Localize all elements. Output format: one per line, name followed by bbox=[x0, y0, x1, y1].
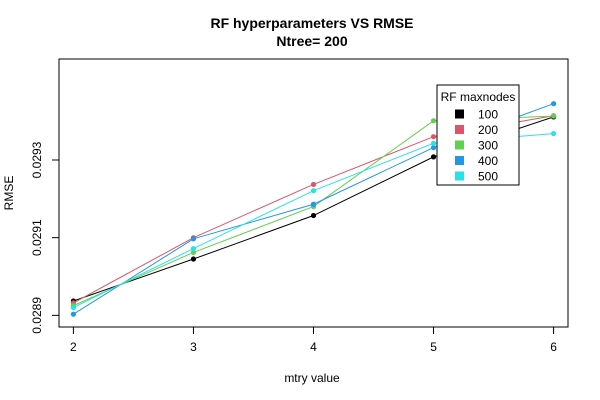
legend-item-400: 400 bbox=[455, 154, 498, 168]
data-point bbox=[430, 118, 437, 124]
legend-item-100: 100 bbox=[455, 108, 498, 122]
data-point bbox=[190, 236, 197, 242]
data-point bbox=[310, 188, 317, 194]
legend-label: 300 bbox=[478, 139, 498, 153]
data-point bbox=[190, 256, 197, 262]
legend-item-500: 500 bbox=[455, 170, 498, 184]
y-axis: 0.0289 0.0291 0.0293 bbox=[30, 141, 60, 334]
legend-label: 400 bbox=[478, 154, 498, 168]
legend-title: RF maxnodes bbox=[441, 90, 516, 104]
legend-label: 200 bbox=[478, 123, 498, 137]
x-axis-title: mtry value bbox=[284, 371, 340, 385]
chart-title: RF hyperparameters VS RMSE bbox=[210, 15, 413, 31]
x-tick-label: 4 bbox=[310, 340, 317, 354]
x-tick-label: 6 bbox=[550, 340, 557, 354]
legend-swatch bbox=[455, 125, 464, 134]
legend-item-200: 200 bbox=[455, 123, 498, 137]
legend-box bbox=[436, 84, 520, 186]
data-point bbox=[310, 201, 317, 207]
data-point bbox=[190, 249, 197, 256]
y-tick-label: 0.0291 bbox=[30, 219, 44, 256]
x-tick-label: 5 bbox=[430, 340, 437, 354]
x-tick-label: 2 bbox=[70, 340, 77, 354]
legend-swatch bbox=[455, 140, 464, 150]
data-point bbox=[70, 311, 77, 317]
legend-swatch bbox=[455, 156, 464, 165]
data-point bbox=[550, 113, 557, 119]
data-point bbox=[190, 245, 197, 252]
x-tick-label: 3 bbox=[190, 340, 197, 354]
data-point bbox=[430, 144, 437, 151]
data-point bbox=[430, 140, 437, 146]
data-point bbox=[550, 130, 557, 137]
data-point bbox=[550, 101, 557, 107]
y-tick-label: 0.0289 bbox=[30, 297, 44, 334]
data-point bbox=[310, 212, 317, 219]
legend-label: 500 bbox=[478, 170, 498, 184]
legend-swatch bbox=[455, 109, 464, 119]
x-axis: 2 3 4 5 6 bbox=[70, 326, 557, 354]
legend-swatch bbox=[455, 171, 464, 181]
y-tick-label: 0.0293 bbox=[30, 141, 44, 178]
data-point bbox=[430, 154, 437, 160]
data-point bbox=[310, 181, 317, 188]
data-point bbox=[70, 304, 77, 311]
y-axis-title: RMSE bbox=[2, 176, 16, 211]
chart-subtitle: Ntree= 200 bbox=[276, 33, 347, 49]
data-point bbox=[430, 134, 437, 140]
legend-label: 100 bbox=[478, 108, 498, 122]
legend-item-300: 300 bbox=[455, 139, 498, 153]
